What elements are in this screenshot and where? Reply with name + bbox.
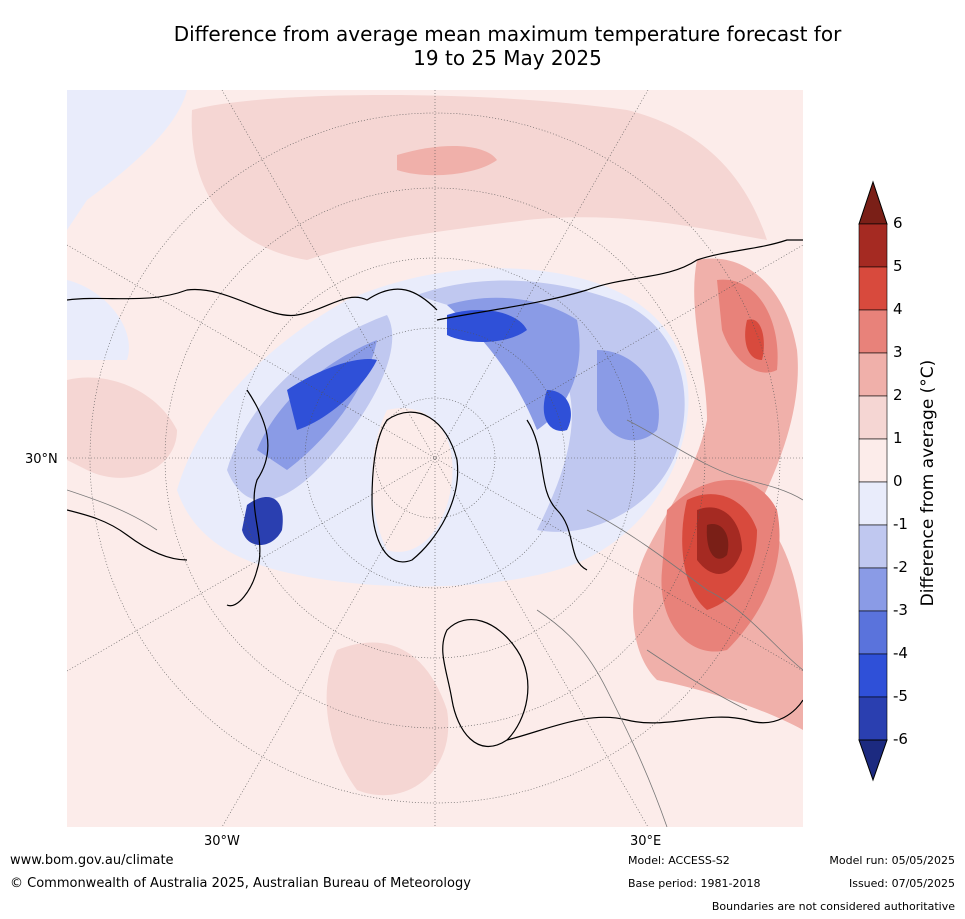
colorbar-band	[858, 309, 888, 354]
colorbar-band	[858, 610, 888, 655]
model-name: Model: ACCESS-S2	[628, 854, 730, 867]
coastlines	[67, 239, 803, 747]
anomaly-cool-core-canada	[287, 359, 377, 430]
issued-date: Issued: 07/05/2025	[848, 877, 955, 890]
forecast-map	[67, 90, 803, 827]
colorbar-band	[858, 653, 888, 698]
colorbar-extend-max	[858, 180, 888, 225]
colorbar-tick-label: -6	[893, 730, 908, 748]
base-period: Base period: 1981-2018	[628, 877, 761, 890]
colorbar-tick-label: 6	[893, 214, 903, 232]
anomaly-cool-core-east	[543, 390, 571, 431]
anomaly-cool-siberia-east	[597, 350, 659, 441]
lon-30e-label: 30°E	[630, 834, 662, 849]
anomaly-warm-max	[706, 524, 729, 559]
colorbar-extend-min	[858, 739, 888, 782]
colorbar-tick-label: 3	[893, 343, 903, 361]
boundary-disclaimer: Boundaries are not considered authoritat…	[711, 900, 955, 913]
colorbar-tick-label: 0	[893, 472, 903, 490]
colorbar-tick-label: 1	[893, 429, 903, 447]
colorbar-band	[858, 524, 888, 569]
country-borders	[67, 419, 803, 827]
colorbar-tick-label: 4	[893, 300, 903, 318]
colorbar-tick-label: 5	[893, 257, 903, 275]
anomaly-warm-atlantic	[326, 642, 449, 796]
colorbar-bands	[858, 223, 888, 741]
anomaly-warm-east-n-core	[745, 319, 764, 360]
anomaly-cool-nw	[67, 90, 187, 230]
colorbar-band	[858, 395, 888, 440]
colorbar-tick-label: -2	[893, 558, 908, 576]
colorbar-tick-label: -5	[893, 687, 908, 705]
anomaly-warm-n	[191, 95, 767, 260]
map-title: Difference from average mean maximum tem…	[0, 22, 965, 70]
title-line-1: Difference from average mean maximum tem…	[173, 22, 842, 46]
lon-30w-label: 30°W	[204, 834, 240, 849]
colorbar-band	[858, 438, 888, 483]
anomaly-cool-core-hudson	[242, 497, 283, 545]
map-canvas	[67, 90, 803, 827]
colorbar	[858, 180, 888, 782]
lat-30n-label: 30°N	[25, 452, 58, 467]
anomaly-cool-core-siberia	[447, 310, 527, 342]
colorbar-band	[858, 481, 888, 526]
anomaly-greenland	[372, 408, 453, 552]
colorbar-band	[858, 223, 888, 268]
colorbar-band	[858, 696, 888, 741]
website-link[interactable]: www.bom.gov.au/climate	[10, 853, 174, 868]
anomaly-cool-siberia	[417, 280, 685, 532]
model-run-date: Model run: 05/05/2025	[829, 854, 955, 867]
graticule	[67, 90, 803, 827]
title-line-2: 19 to 25 May 2025	[413, 46, 602, 70]
copyright-text: © Commonwealth of Australia 2025, Austra…	[10, 876, 471, 891]
colorbar-tick-label: -4	[893, 644, 908, 662]
colorbar-tick-label: 2	[893, 386, 903, 404]
anomaly-warm-pacific	[67, 377, 177, 478]
colorbar-band	[858, 567, 888, 612]
anomaly-warm-n-core	[397, 145, 497, 176]
colorbar-tick-label: -3	[893, 601, 908, 619]
colorbar-tick-label: -1	[893, 515, 908, 533]
colorbar-title: Difference from average (°C)	[918, 359, 938, 607]
colorbar-band	[858, 352, 888, 397]
anomaly-cool-w	[67, 280, 129, 360]
colorbar-band	[858, 266, 888, 311]
